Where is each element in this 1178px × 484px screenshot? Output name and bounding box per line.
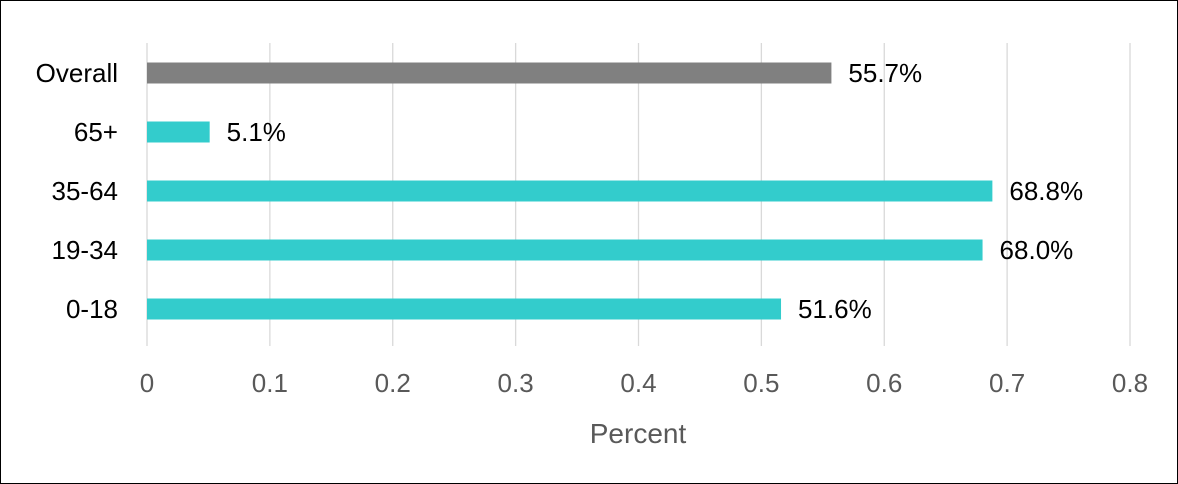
category-label: 19-34	[52, 235, 119, 265]
category-label: 0-18	[66, 294, 118, 324]
x-tick-label: 0.1	[252, 368, 288, 398]
x-tick-label: 0.2	[375, 368, 411, 398]
x-tick-label: 0.7	[989, 368, 1025, 398]
category-label: 35-64	[52, 176, 119, 206]
bar-1	[147, 121, 210, 143]
category-label: Overall	[36, 58, 118, 88]
x-tick-labels: 0 0.1 0.2 0.3 0.4 0.5 0.6 0.7 0.8	[140, 368, 1148, 398]
x-tick-label: 0	[140, 368, 154, 398]
data-label: 51.6%	[798, 294, 872, 324]
data-labels: 55.7% 5.1% 68.8% 68.0% 51.6%	[227, 58, 1083, 324]
category-label: 65+	[74, 117, 118, 147]
x-tick-label: 0.4	[620, 368, 656, 398]
data-label: 68.8%	[1009, 176, 1083, 206]
bar-4	[147, 298, 782, 320]
category-labels: Overall 65+ 35-64 19-34 0-18	[36, 58, 118, 324]
x-tick-label: 0.3	[498, 368, 534, 398]
data-label: 68.0%	[1000, 235, 1074, 265]
data-label: 5.1%	[227, 117, 286, 147]
bar-0	[147, 62, 832, 84]
x-axis-title: Percent	[590, 418, 687, 449]
x-tick-label: 0.6	[866, 368, 902, 398]
x-tick-label: 0.5	[743, 368, 779, 398]
data-label: 55.7%	[848, 58, 922, 88]
x-tick-label: 0.8	[1112, 368, 1148, 398]
bar-2	[147, 180, 993, 202]
bar-3	[147, 239, 983, 261]
bars	[147, 62, 993, 320]
